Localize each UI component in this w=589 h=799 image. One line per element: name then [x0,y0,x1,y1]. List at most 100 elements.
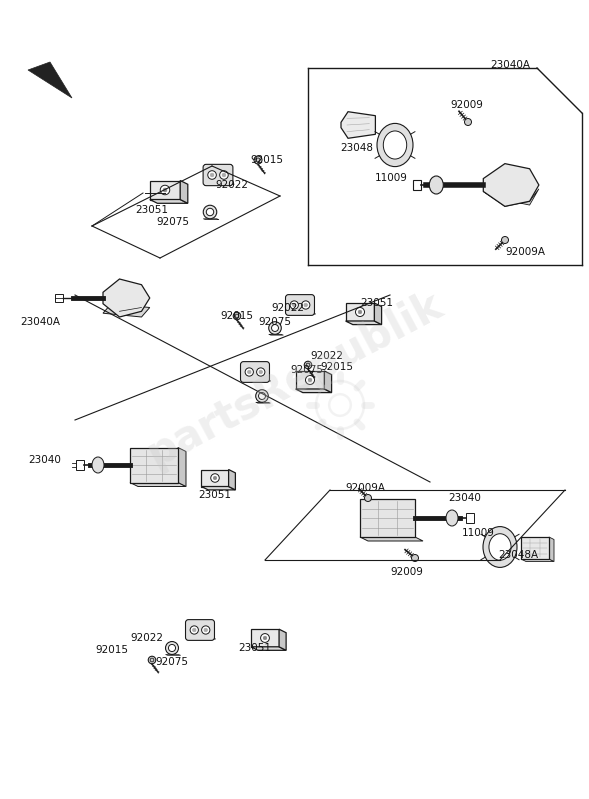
Text: 92009: 92009 [450,100,483,110]
Text: 23040A: 23040A [20,317,60,327]
Polygon shape [243,380,270,381]
Polygon shape [521,559,554,562]
Text: 23051: 23051 [360,298,393,308]
Circle shape [256,158,260,162]
Circle shape [206,209,214,216]
Text: 23051: 23051 [135,205,168,215]
Circle shape [150,658,154,662]
Text: 23040: 23040 [28,455,61,465]
Polygon shape [28,62,72,98]
Bar [76,460,84,470]
Polygon shape [251,647,286,650]
Polygon shape [229,470,236,490]
Polygon shape [341,112,375,138]
Circle shape [211,474,219,483]
Circle shape [203,205,217,219]
Text: 92022: 92022 [130,633,163,643]
Circle shape [263,636,267,640]
Text: 23040: 23040 [448,493,481,503]
Circle shape [201,626,210,634]
Circle shape [293,304,296,307]
Ellipse shape [489,534,511,560]
Text: 92022: 92022 [271,303,304,313]
Circle shape [222,173,226,177]
Ellipse shape [446,510,458,526]
Circle shape [213,476,217,479]
Circle shape [210,173,214,177]
Polygon shape [203,219,219,220]
Circle shape [233,312,241,320]
Bar [296,371,325,389]
Circle shape [302,301,310,309]
Polygon shape [188,638,216,639]
Polygon shape [375,303,382,324]
Text: 11009: 11009 [462,528,495,538]
Circle shape [259,392,266,400]
Polygon shape [103,279,150,317]
Circle shape [465,118,472,125]
FancyBboxPatch shape [240,362,270,383]
Circle shape [148,656,155,664]
Bar [521,537,549,559]
Circle shape [245,368,253,376]
Circle shape [259,370,263,374]
Bar [150,181,180,200]
Text: 92022: 92022 [215,180,248,190]
Polygon shape [150,200,188,203]
Text: 92009A: 92009A [505,247,545,257]
Ellipse shape [483,527,517,567]
Text: 23040A: 23040A [490,60,530,70]
Ellipse shape [429,176,444,194]
Polygon shape [325,371,332,392]
Bar [130,447,178,483]
Polygon shape [180,181,188,203]
Ellipse shape [92,457,104,473]
Bar [251,629,279,647]
Text: 92022: 92022 [310,351,343,361]
Circle shape [163,188,167,192]
Polygon shape [346,321,382,324]
Circle shape [168,645,176,651]
Polygon shape [296,389,332,392]
Circle shape [358,310,362,314]
Circle shape [365,495,372,502]
Circle shape [306,376,315,384]
Circle shape [272,324,279,332]
Polygon shape [484,164,539,206]
Text: 92015: 92015 [320,362,353,372]
Polygon shape [289,312,316,314]
Circle shape [193,628,196,632]
Circle shape [160,185,170,195]
Circle shape [305,361,312,369]
Circle shape [220,171,228,179]
Bar [413,180,421,190]
Polygon shape [206,183,234,185]
Text: 23048A: 23048A [498,550,538,560]
Circle shape [166,642,178,654]
Circle shape [257,368,265,376]
FancyBboxPatch shape [186,619,214,640]
Polygon shape [103,304,150,317]
Polygon shape [279,629,286,650]
FancyBboxPatch shape [286,295,315,316]
Circle shape [260,634,269,642]
Polygon shape [166,654,181,655]
Polygon shape [269,334,283,335]
Circle shape [306,363,310,367]
Text: 92015: 92015 [220,311,253,321]
Bar [466,513,474,523]
Polygon shape [178,447,186,487]
Text: 23051: 23051 [238,643,271,653]
Text: 92015: 92015 [95,645,128,655]
Text: 92009: 92009 [390,567,423,577]
Text: 92075: 92075 [156,217,189,227]
Text: 92009A: 92009A [345,483,385,493]
Circle shape [204,628,207,632]
Bar [201,470,229,487]
Circle shape [269,322,282,334]
Circle shape [308,378,312,382]
Text: 92075: 92075 [258,317,291,327]
Text: 92015: 92015 [250,155,283,165]
Circle shape [256,390,269,403]
Circle shape [290,301,299,309]
